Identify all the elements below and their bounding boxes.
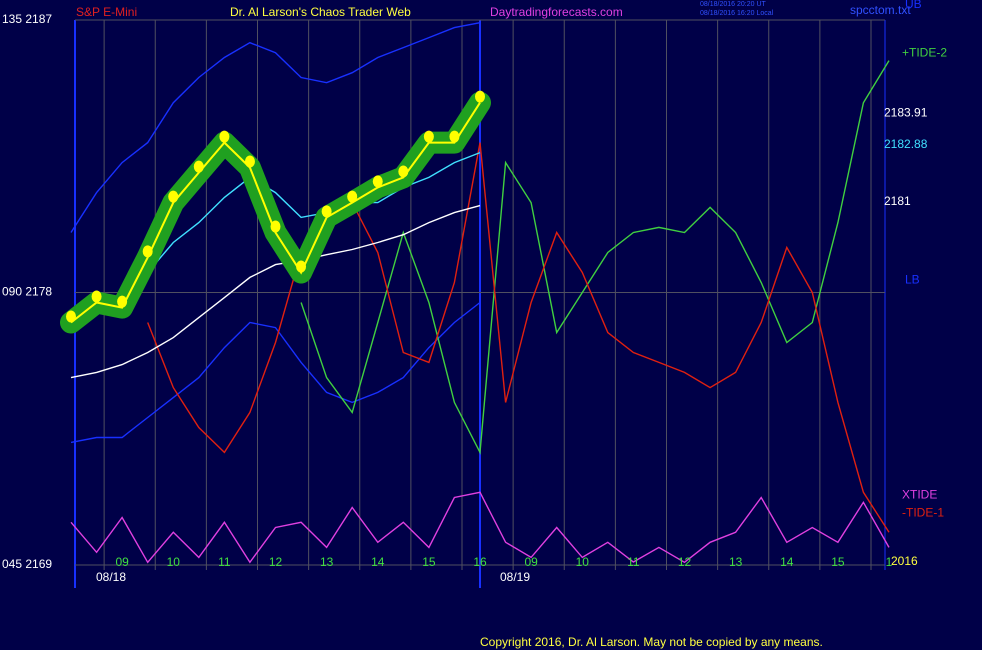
year: 2016: [891, 554, 918, 568]
legend-entry: LB: [905, 273, 920, 287]
x-tick-label: 16: [473, 555, 487, 569]
stamp: 08/18/2016 16:20 Local: [700, 10, 774, 17]
legend-entry: +TIDE-2: [902, 45, 947, 59]
series-line: [70, 491, 890, 564]
series-line: [70, 22, 481, 233]
x-tick-label: 11: [627, 555, 640, 569]
x-tick-label: 1: [886, 555, 893, 569]
x-tick-label: 15: [831, 555, 845, 569]
price-marker: [449, 130, 460, 143]
legend-entry: UB: [905, 0, 922, 11]
date-label: 08/19: [500, 570, 530, 584]
price-marker: [347, 190, 358, 203]
price-marker: [398, 165, 409, 178]
price-marker: [117, 295, 128, 308]
x-tick-label: 10: [167, 555, 181, 569]
price-label: 2183.91: [884, 106, 928, 120]
x-tick-label: 11: [218, 555, 231, 569]
price-marker: [244, 155, 255, 168]
y-tick-label: 135 2187: [2, 12, 52, 26]
y-tick-label: 045 2169: [2, 557, 52, 571]
series-line: [96, 151, 481, 304]
price-marker: [372, 175, 383, 188]
price-marker: [219, 130, 230, 143]
x-tick-label: 14: [780, 555, 794, 569]
x-tick-label: 10: [576, 555, 590, 569]
price-marker: [321, 205, 332, 218]
price-marker: [475, 90, 485, 103]
symbol: S&P E-Mini: [76, 5, 137, 19]
stamp: 08/18/2016 20:20 UT: [700, 1, 766, 8]
file-name: spcctom.txt: [850, 3, 911, 17]
price-label: 2182.88: [884, 137, 928, 151]
price-marker: [270, 220, 281, 233]
series-line: [147, 142, 890, 533]
copyright: Copyright 2016, Dr. Al Larson. May not b…: [480, 635, 823, 649]
y-tick-label: 090 2178: [2, 285, 52, 299]
site: Daytradingforecasts.com: [490, 5, 623, 19]
price-marker: [193, 160, 204, 173]
legend-entry: XTIDE: [902, 488, 937, 502]
x-tick-label: 09: [524, 555, 538, 569]
x-tick-label: 12: [269, 555, 283, 569]
x-tick-label: 15: [422, 555, 436, 569]
x-tick-label: 13: [729, 555, 743, 569]
price-marker: [423, 130, 434, 143]
x-tick-label: 14: [371, 555, 385, 569]
price-marker: [296, 260, 307, 273]
plot: [60, 22, 890, 564]
price-marker: [66, 310, 76, 323]
series-line: [300, 60, 890, 455]
price-marker: [91, 290, 102, 303]
x-tick-label: 13: [320, 555, 334, 569]
legend-entry: -TIDE-1: [902, 506, 944, 520]
grid: [75, 19, 885, 570]
series-line: [70, 204, 481, 379]
x-tick-label: 09: [115, 555, 129, 569]
date-label: 08/18: [96, 570, 126, 584]
x-tick-label: 12: [678, 555, 692, 569]
series-line: [70, 301, 481, 444]
title: Dr. Al Larson's Chaos Trader Web: [230, 5, 411, 19]
price-label: 2181: [884, 194, 911, 208]
price-marker: [142, 245, 153, 258]
price-marker: [168, 190, 179, 203]
